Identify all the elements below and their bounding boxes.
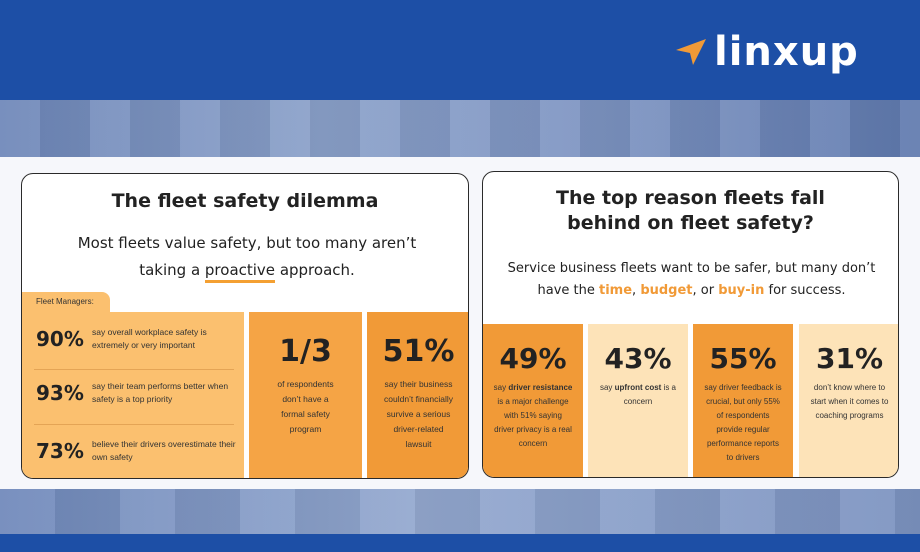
manager-stat-row: 73% believe their drivers overestimate t… xyxy=(22,438,244,464)
subtitle-post: approach. xyxy=(275,261,355,279)
stat-value: 73% xyxy=(36,439,84,463)
card-subtitle: Most fleets value safety, but too many a… xyxy=(62,230,432,284)
header-band xyxy=(0,0,920,100)
text-pre: say xyxy=(493,383,509,392)
top-reason-card: The top reason fleets fall behind on fle… xyxy=(482,171,899,478)
highlight-budget: budget xyxy=(640,283,693,298)
stat-box-43: 43% say upfront cost is a concern xyxy=(588,324,688,477)
logo-text: linxup xyxy=(714,29,859,75)
stat-text: say overall workplace safety is extremel… xyxy=(92,327,207,350)
stat-value: 31% xyxy=(815,342,884,375)
stat-box-51: 51% say their business couldn’t financia… xyxy=(367,312,468,478)
stat-text: say their business couldn’t financially … xyxy=(384,379,453,449)
highlight-buy-in: buy-in xyxy=(718,283,765,298)
stat-text: of respondents don’t have a formal safet… xyxy=(277,379,334,434)
stat-value: 51% xyxy=(382,334,455,369)
stat-text: say their team performs better when safe… xyxy=(92,381,229,404)
separator: , xyxy=(632,283,641,298)
text-bold: driver resistance xyxy=(508,383,573,392)
stat-value: 55% xyxy=(709,342,777,375)
linxup-logo: linxup xyxy=(676,32,859,72)
separator: , or xyxy=(692,283,719,298)
stat-box-49: 49% say driver resistance is a major cha… xyxy=(483,324,583,477)
stat-value: 1/3 xyxy=(279,334,332,369)
fleet-safety-dilemma-card: The fleet safety dilemma Most fleets val… xyxy=(21,173,469,479)
text-post: is a major challenge with 51% saying dri… xyxy=(494,397,572,448)
divider xyxy=(34,369,234,370)
arrow-pointer-icon xyxy=(676,39,706,65)
stat-value: 43% xyxy=(604,342,672,375)
footer-band xyxy=(0,534,920,552)
subtitle-pre: taking a xyxy=(139,261,205,279)
stat-text: believe their drivers overestimate their… xyxy=(92,439,236,462)
manager-stat-row: 90% say overall workplace safety is extr… xyxy=(22,326,244,352)
text-pre: say xyxy=(599,383,615,392)
divider xyxy=(34,424,234,425)
stat-box-31: 31% don’t know where to start when it co… xyxy=(799,324,898,477)
text-bold: upfront cost xyxy=(614,383,662,392)
stat-box-one-third: 1/3 of respondents don’t have a formal s… xyxy=(249,312,362,478)
subtitle-highlight: proactive xyxy=(204,261,276,283)
card-title: The fleet safety dilemma xyxy=(111,190,379,212)
stat-text: say driver resistance is a major challen… xyxy=(483,381,583,451)
fleet-managers-tab: Fleet Managers: xyxy=(22,292,110,314)
fleet-managers-panel: 90% say overall workplace safety is extr… xyxy=(22,312,244,478)
stat-value: 90% xyxy=(36,327,84,351)
subtitle-pre: Service business fleets want to be safer… xyxy=(507,261,876,298)
subtitle-line-1: Most fleets value safety, but too many a… xyxy=(77,234,417,252)
text-post: is a concern xyxy=(623,383,676,406)
traffic-photo-strip xyxy=(0,489,920,534)
highway-photo-strip xyxy=(0,100,920,157)
subtitle-post: for success. xyxy=(764,283,846,298)
stat-text: say upfront cost is a concern xyxy=(588,381,688,409)
highlight-time: time xyxy=(599,283,633,298)
stat-text: say driver feedback is crucial, but only… xyxy=(704,383,782,462)
stat-value: 93% xyxy=(36,381,84,405)
stat-text: don’t know where to start when it comes … xyxy=(810,383,889,420)
stat-box-55: 55% say driver feedback is crucial, but … xyxy=(693,324,793,477)
stat-value: 49% xyxy=(499,342,567,375)
card-title: The top reason fleets fall behind on fle… xyxy=(556,187,825,234)
card-subtitle: Service business fleets want to be safer… xyxy=(493,258,890,302)
manager-stat-row: 93% say their team performs better when … xyxy=(22,380,244,406)
